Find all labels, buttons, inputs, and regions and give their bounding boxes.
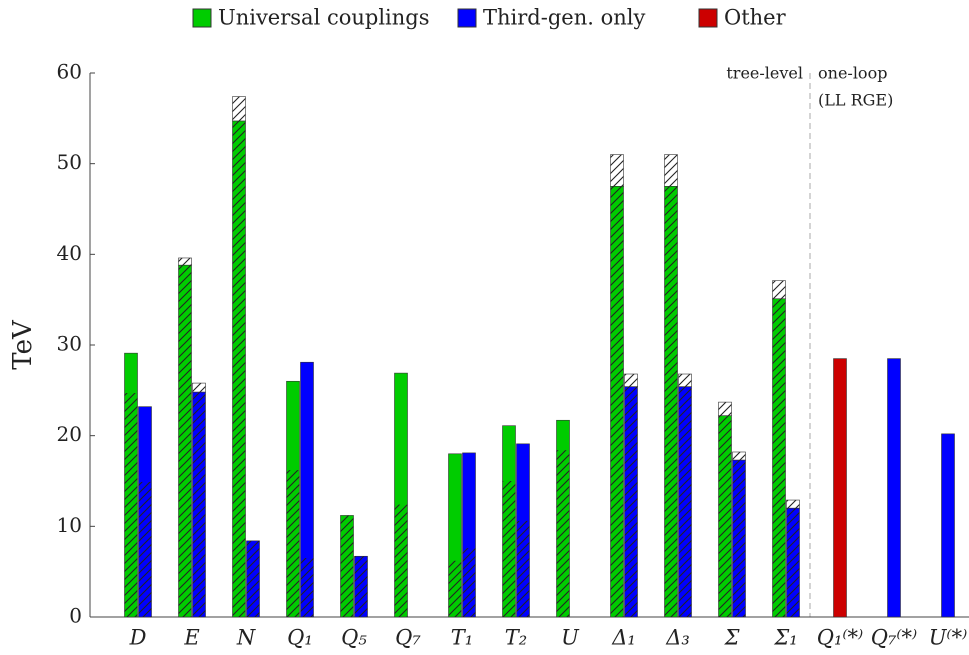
x-tick-label: Σ₁ <box>773 626 797 650</box>
x-tick-label: Q₁⁽*⁾ <box>817 626 863 650</box>
x-tick-label: E <box>183 626 199 650</box>
bar-hatched <box>772 298 786 617</box>
bar-hatched <box>556 450 570 617</box>
bar-hatched <box>448 560 462 617</box>
x-tick-label: Q₇⁽*⁾ <box>871 626 917 650</box>
annotation: (LL RGE) <box>818 91 893 110</box>
bar-range <box>718 401 732 417</box>
bar-hatched <box>300 558 314 617</box>
bar-range <box>732 451 746 461</box>
bar <box>887 358 901 618</box>
bar-range <box>772 280 786 300</box>
x-tick-label: T₁ <box>451 626 473 650</box>
y-tick-label: 10 <box>57 513 82 537</box>
x-tick-label: T₂ <box>505 626 527 650</box>
y-tick-label: 40 <box>57 241 82 265</box>
bar-hatched <box>394 504 408 617</box>
bar-hatched <box>286 470 300 617</box>
bar-hatched <box>502 481 516 617</box>
y-axis-label: TeV <box>8 319 38 370</box>
bar-range <box>610 154 624 187</box>
x-tick-label: N <box>236 626 256 650</box>
bar-range <box>192 382 206 393</box>
bar-hatched <box>624 386 638 617</box>
bar-hatched <box>124 393 138 617</box>
y-tick-label: 30 <box>57 332 82 356</box>
bar <box>941 433 955 618</box>
bar-range <box>178 257 192 266</box>
bar-hatched <box>516 520 530 617</box>
y-tick-label: 20 <box>57 422 82 446</box>
bar-hatched <box>610 186 624 618</box>
legend-label: Third-gen. only <box>483 6 645 30</box>
legend-swatch <box>698 8 718 28</box>
bar-hatched <box>340 515 354 617</box>
bar-hatched <box>462 548 476 617</box>
bar-hatched <box>138 481 152 617</box>
x-tick-label: Q₁ <box>287 626 313 650</box>
annotation: one-loop <box>818 64 887 83</box>
y-tick-label: 60 <box>57 60 82 84</box>
bar-hatched <box>678 386 692 617</box>
y-tick-label: 0 <box>69 604 82 628</box>
x-tick-label: Σ <box>724 626 740 650</box>
x-tick-label: U <box>561 626 580 650</box>
bar-hatched <box>718 415 732 617</box>
annotation: tree-level <box>726 64 803 83</box>
bar-hatched <box>178 265 192 617</box>
legend-label: Universal couplings <box>218 6 430 30</box>
bar-hatched <box>354 556 368 617</box>
bar-range <box>232 96 246 122</box>
bar-range <box>786 499 800 509</box>
bar-range <box>664 154 678 187</box>
bar-hatched <box>232 121 246 617</box>
bar-hatched <box>192 392 206 617</box>
x-tick-label: Q₇ <box>395 626 421 650</box>
x-tick-label: Δ₁ <box>611 626 636 650</box>
bar-hatched <box>732 460 746 617</box>
x-tick-label: Q₅ <box>341 626 367 650</box>
legend-label: Other <box>724 6 787 30</box>
legend-swatch <box>192 8 212 28</box>
bar-hatched <box>246 540 260 617</box>
x-tick-label: U⁽*⁾ <box>929 626 968 650</box>
y-tick-label: 50 <box>57 150 82 174</box>
bar-range <box>678 373 692 388</box>
legend-swatch <box>457 8 477 28</box>
bar <box>833 358 847 618</box>
x-tick-label: Δ₃ <box>665 626 690 650</box>
bar-hatched <box>786 508 800 617</box>
bar-hatched <box>664 186 678 618</box>
x-tick-label: D <box>129 626 147 650</box>
bar-range <box>624 373 638 388</box>
